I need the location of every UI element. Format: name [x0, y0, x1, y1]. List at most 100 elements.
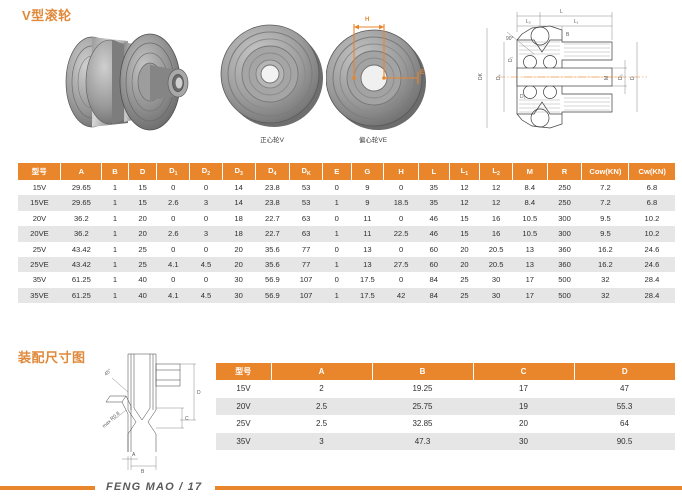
assy-col-header-b: B	[372, 363, 474, 380]
dim-label-angle: 90°	[506, 36, 514, 42]
table-cell: 22.7	[264, 213, 280, 223]
table-cell: 500	[558, 275, 571, 285]
table-cell: 0	[203, 244, 209, 254]
table-cell: 4.1	[168, 260, 179, 270]
table-cell: 43.42	[71, 260, 91, 270]
col-header-h: H	[383, 163, 419, 180]
dim-label-DK: DK	[478, 72, 484, 80]
table-cell: 46	[429, 213, 438, 223]
assy-dim-label-C: C	[185, 416, 189, 422]
table-cell: 32.85	[412, 419, 433, 428]
table-cell: 0	[398, 213, 404, 223]
table-cell: 77	[301, 260, 311, 270]
main-table-body: 15V 29.65 1 15 0 0 14 23.8 53 0 9 0 35 12 12 8.4 250 7.2 6…	[18, 180, 675, 304]
table-cell-model: 25VE	[30, 260, 49, 270]
table-cell: 107	[299, 275, 313, 285]
table-cell: 1	[334, 229, 339, 239]
col-header-cow: Cow(KN)	[581, 163, 630, 180]
table-cell: 30	[491, 275, 501, 285]
table-cell: 8.4	[524, 198, 536, 208]
dim-label-L: L	[560, 9, 563, 15]
table-cell: 25	[138, 260, 147, 270]
page-title: V型滚轮	[22, 8, 72, 23]
table-cell: 19.25	[412, 384, 433, 393]
table-cell: 30	[519, 436, 528, 446]
assy-dim-label-D: D	[197, 390, 201, 396]
table-cell: 1	[112, 183, 118, 192]
table-cell: 6.8	[646, 198, 658, 208]
col-header-model: 型号	[18, 163, 62, 180]
assembly-section-title: 装配尺寸图	[18, 350, 86, 365]
table-cell: 17	[525, 275, 535, 285]
table-cell: 14	[234, 198, 243, 208]
table-cell: 9.5	[600, 213, 611, 223]
assembly-table-header-row: 型号 A B C D	[216, 363, 675, 380]
assy-col-header-model: 型号	[216, 363, 272, 380]
table-cell: 24.6	[644, 260, 660, 270]
table-cell: 15	[460, 213, 469, 223]
table-cell: 25	[138, 244, 147, 254]
table-cell: 23.8	[264, 183, 280, 192]
table-row: 25V 43.42 1 25 0 0 20 35.6 77 0 13 0 60 20 20.5 13 360 16…	[18, 241, 675, 258]
table-cell: 84	[429, 275, 438, 285]
col-header-d4: D4	[255, 163, 291, 180]
dim-label-D2: D₂	[520, 94, 526, 100]
assy-dim-label-angle: 45°	[103, 368, 113, 378]
table-cell: 18	[234, 213, 243, 223]
table-cell: 2.6	[168, 229, 179, 239]
table-cell: 0	[203, 213, 209, 223]
table-cell: 42	[396, 290, 406, 300]
table-cell-model: 20V	[236, 401, 251, 411]
table-cell: 29.65	[71, 198, 91, 208]
assembly-dimension-drawing: A B C D 45° max R0.8	[101, 353, 201, 474]
col-header-g: G	[351, 163, 385, 180]
table-cell: 61.25	[71, 290, 91, 300]
table-cell: 3	[319, 436, 324, 446]
table-cell: 12	[460, 198, 469, 208]
table-cell: 13	[525, 260, 535, 270]
dim-label-L1: L₁	[574, 19, 579, 25]
table-cell: 10.2	[644, 229, 660, 239]
table-cell: 55.3	[616, 401, 633, 411]
table-cell: 18	[234, 229, 243, 239]
table-row: 35V 3 47.3 30 90.5	[216, 432, 675, 450]
assy-dim-label-note: max R0.8	[101, 411, 121, 430]
table-cell: 7.2	[600, 183, 611, 192]
table-cell: 12	[491, 183, 501, 192]
dim-label-L2: L₂	[526, 19, 531, 25]
table-cell: 77	[301, 244, 311, 254]
table-cell: 22.7	[264, 229, 280, 239]
table-cell: 23.8	[264, 198, 280, 208]
photo-eccentric-wheel: H E	[326, 17, 426, 130]
table-cell: 10.2	[644, 213, 660, 223]
table-cell: 1	[112, 198, 118, 208]
table-row: 25V 2.5 32.85 20 64	[216, 415, 675, 433]
table-cell: 25	[460, 275, 469, 285]
footer-bar-right	[215, 486, 682, 490]
table-cell: 3	[203, 229, 209, 239]
table-cell: 6.8	[646, 183, 658, 192]
table-cell: 46	[429, 229, 438, 239]
photo-dim-e-label: E	[420, 70, 424, 76]
table-cell: 13	[363, 244, 372, 254]
dim-label-M: M	[604, 76, 610, 80]
table-cell: 250	[558, 198, 571, 208]
table-row: 20V 2.5 25.75 19 55.3	[216, 397, 675, 415]
table-cell: 32	[601, 290, 610, 300]
table-cell: 0	[171, 213, 176, 223]
table-cell: 20	[138, 213, 147, 223]
table-cell: 24.6	[644, 244, 660, 254]
table-cell: 20	[460, 260, 469, 270]
table-cell: 250	[558, 183, 571, 192]
table-cell: 35.6	[264, 260, 280, 270]
caption-concentric-wheel: 正心轮V	[260, 137, 284, 144]
table-cell: 47.3	[414, 436, 431, 446]
table-cell: 35	[429, 183, 438, 192]
col-header-d3: D3	[222, 163, 256, 180]
table-cell: 0	[171, 183, 176, 192]
assembly-dim-table: 型号 A B C D 15V 2 19.25 17 47 20V 2.5 25.75 19 55.…	[216, 363, 675, 450]
table-cell-model: 15V	[32, 183, 47, 192]
col-header-cw: Cw(KN)	[628, 163, 675, 180]
table-row: 20VE 36.2 1 20 2.6 3 18 22.7 63 1 11 22.5 46 15 16 10.5…	[18, 226, 675, 242]
